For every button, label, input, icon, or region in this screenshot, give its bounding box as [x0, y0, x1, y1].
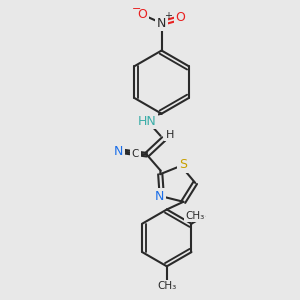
Text: CH₃: CH₃ — [185, 211, 204, 221]
Text: −: − — [132, 4, 141, 14]
Text: +: + — [164, 11, 172, 21]
Text: S: S — [179, 158, 187, 171]
Text: O: O — [138, 8, 148, 21]
Text: C: C — [132, 149, 139, 159]
Text: H: H — [166, 130, 174, 140]
Text: N: N — [114, 145, 123, 158]
Text: N: N — [157, 17, 166, 30]
Text: CH₃: CH₃ — [157, 281, 176, 291]
Text: HN: HN — [137, 115, 156, 128]
Text: N: N — [155, 190, 164, 203]
Text: O: O — [176, 11, 185, 24]
